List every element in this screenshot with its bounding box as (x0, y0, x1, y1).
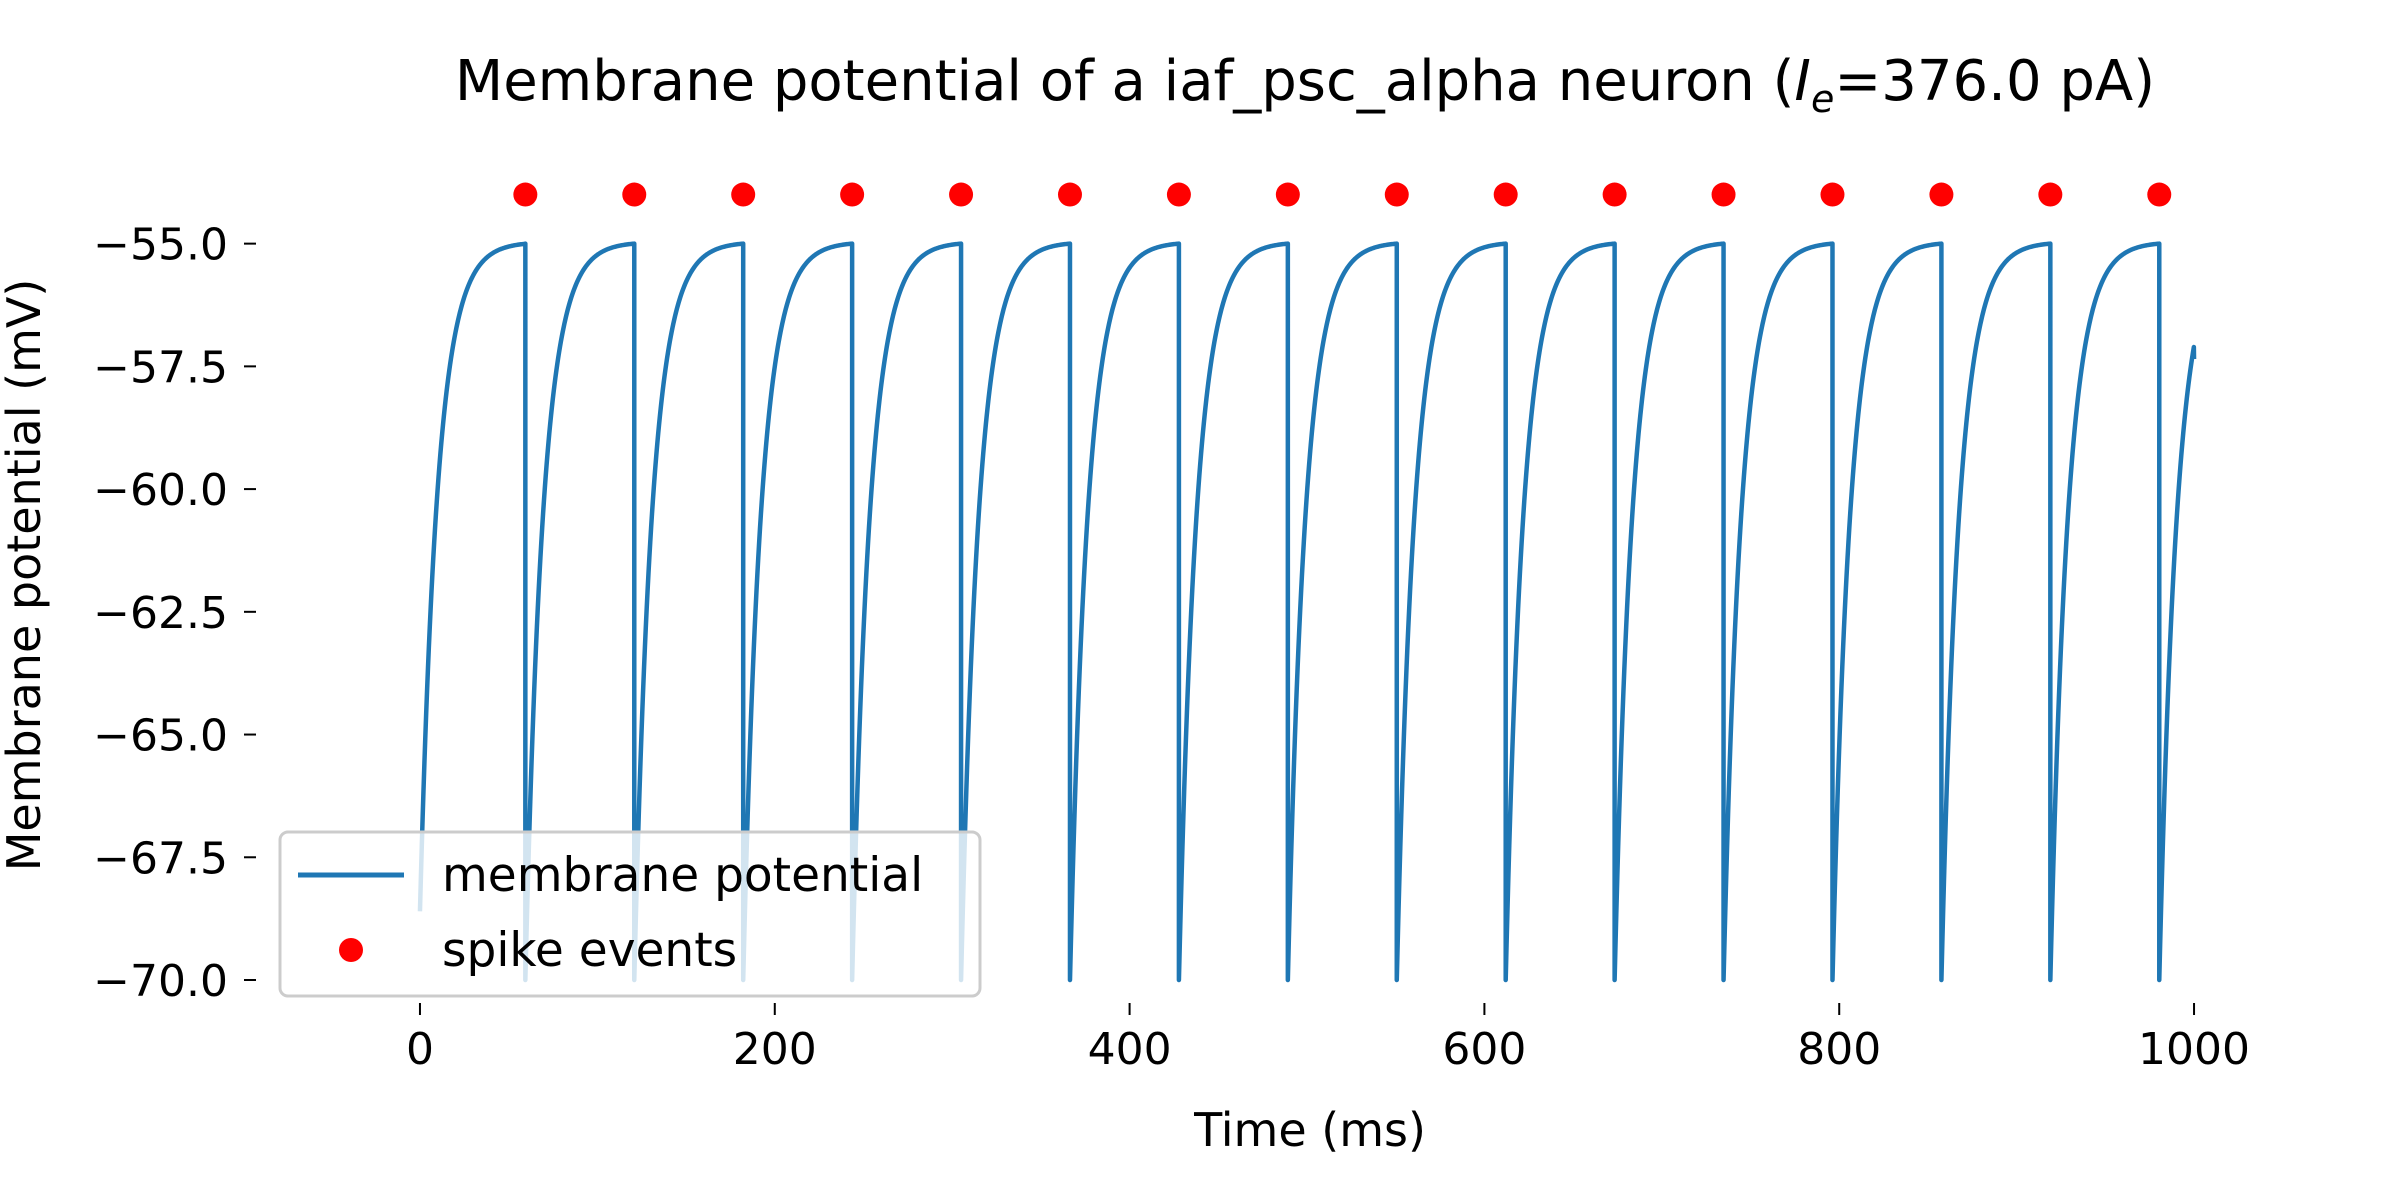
spike-event-marker (1384, 182, 1409, 207)
chart-title: Membrane potential of a iaf_psc_alpha ne… (455, 49, 2155, 121)
spike-event-marker (513, 182, 538, 207)
spike-event-marker (840, 182, 865, 207)
spike-event-marker (1820, 182, 1845, 207)
x-tick-label: 800 (1797, 1024, 1881, 1075)
legend-frame (278, 830, 982, 998)
spike-event-marker (1493, 182, 1518, 207)
spike-event-marker (949, 182, 974, 207)
y-axis-label: Membrane potential (mV) (0, 279, 51, 872)
x-axis-label: Time (ms) (1193, 1103, 1426, 1157)
chart-title-subscript: e (1811, 77, 1834, 121)
spike-event-marker (2038, 182, 2063, 207)
x-tick-label: 0 (406, 1024, 434, 1075)
x-tick-label: 1000 (2138, 1024, 2250, 1075)
spike-event-marker (1929, 182, 1954, 207)
plot-area (417, 182, 2197, 983)
spike-event-marker (1602, 182, 1627, 207)
spike-event-marker (1166, 182, 1191, 207)
spike-event-marker (2147, 182, 2172, 207)
chart-title-suffix: =376.0 pA) (1834, 49, 2155, 114)
y-tick-label: −65.0 (93, 711, 228, 762)
chart-title-prefix: Membrane potential of a iaf_psc_alpha ne… (455, 49, 1795, 114)
y-axis: −55.0 −57.5 −60.0 −62.5 −65.0 −67.5 −70.0 (93, 220, 256, 1007)
spike-event-marker (622, 182, 647, 207)
legend: membrane potential spike events (278, 830, 982, 998)
membrane-potential-line (417, 241, 2197, 983)
spike-event-marker (1057, 182, 1082, 207)
y-tick-label: −70.0 (93, 956, 228, 1007)
spike-event-marker (1711, 182, 1736, 207)
y-tick-label: −60.0 (93, 465, 228, 516)
spike-event-marker (731, 182, 756, 207)
chart-title-symbol: I (1794, 49, 1811, 114)
legend-label-membrane-potential: membrane potential (442, 848, 923, 903)
legend-dot-swatch (339, 938, 363, 962)
y-tick-label: −67.5 (93, 833, 228, 884)
y-tick-label: −55.0 (93, 220, 228, 271)
y-tick-label: −57.5 (93, 342, 228, 393)
legend-label-spike-events: spike events (442, 923, 737, 978)
x-tick-label: 400 (1088, 1024, 1172, 1075)
x-tick-label: 600 (1442, 1024, 1526, 1075)
spike-event-marker (1275, 182, 1300, 207)
x-tick-label: 200 (733, 1024, 817, 1075)
y-tick-label: −62.5 (93, 588, 228, 639)
x-axis: 0 200 400 600 800 1000 (406, 1003, 2250, 1075)
